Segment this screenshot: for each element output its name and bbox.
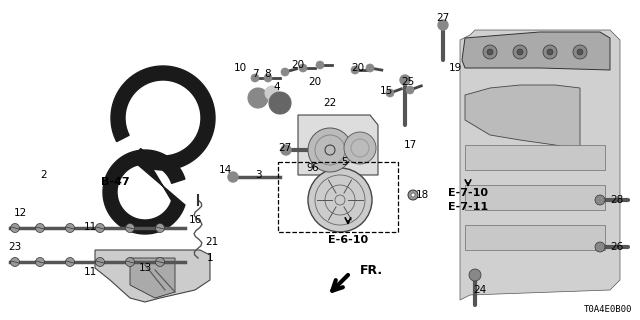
Circle shape [351, 66, 359, 74]
Text: E-6-10: E-6-10 [328, 235, 368, 245]
Circle shape [513, 45, 527, 59]
Text: 9: 9 [307, 163, 314, 173]
Text: 12: 12 [13, 208, 27, 218]
Circle shape [469, 269, 481, 281]
Text: 27: 27 [278, 143, 292, 153]
Circle shape [351, 139, 369, 157]
Text: 21: 21 [205, 237, 219, 247]
Circle shape [408, 190, 418, 200]
Circle shape [487, 49, 493, 55]
Circle shape [547, 49, 553, 55]
Text: 1: 1 [207, 253, 213, 263]
Circle shape [308, 168, 372, 232]
Circle shape [325, 145, 335, 155]
Circle shape [316, 61, 324, 69]
Text: 25: 25 [401, 77, 415, 87]
Circle shape [265, 86, 279, 100]
Polygon shape [465, 85, 580, 150]
Circle shape [573, 45, 587, 59]
Text: 22: 22 [323, 98, 337, 108]
Circle shape [125, 223, 134, 233]
Circle shape [264, 74, 272, 82]
Text: 18: 18 [415, 190, 429, 200]
Circle shape [156, 223, 164, 233]
Circle shape [308, 128, 352, 172]
Circle shape [95, 258, 104, 267]
Circle shape [577, 49, 583, 55]
Text: 16: 16 [188, 215, 202, 225]
Circle shape [344, 132, 376, 164]
Circle shape [251, 74, 259, 82]
Text: 6: 6 [312, 163, 318, 173]
Text: 20: 20 [351, 63, 365, 73]
Text: 24: 24 [474, 285, 486, 295]
Circle shape [269, 92, 291, 114]
Circle shape [299, 64, 307, 72]
Circle shape [228, 172, 238, 182]
Text: 26: 26 [611, 242, 623, 252]
Text: 3: 3 [255, 170, 261, 180]
Circle shape [543, 45, 557, 59]
Bar [465, 145, 605, 170]
Circle shape [10, 223, 19, 233]
Polygon shape [460, 30, 620, 300]
Text: 2: 2 [41, 170, 47, 180]
Circle shape [406, 86, 414, 94]
Polygon shape [298, 115, 378, 175]
Circle shape [315, 135, 345, 165]
Circle shape [595, 242, 605, 252]
Circle shape [156, 258, 164, 267]
Text: FR.: FR. [360, 263, 383, 276]
Circle shape [95, 223, 104, 233]
Circle shape [248, 88, 268, 108]
Polygon shape [130, 258, 175, 298]
Text: 23: 23 [8, 242, 22, 252]
Text: 11: 11 [83, 267, 97, 277]
Bar [278, 162, 398, 232]
Circle shape [483, 45, 497, 59]
Circle shape [65, 223, 74, 233]
Text: 7: 7 [252, 69, 259, 79]
Circle shape [366, 64, 374, 72]
Text: 14: 14 [218, 165, 232, 175]
Text: 15: 15 [380, 86, 392, 96]
Text: E-7-10: E-7-10 [448, 188, 488, 198]
Circle shape [281, 68, 289, 76]
Polygon shape [111, 66, 215, 170]
Circle shape [35, 258, 45, 267]
Circle shape [438, 20, 448, 30]
Text: 20: 20 [308, 77, 321, 87]
Text: 8: 8 [265, 69, 271, 79]
Circle shape [595, 195, 605, 205]
Circle shape [35, 223, 45, 233]
Text: 28: 28 [611, 195, 623, 205]
Text: 10: 10 [234, 63, 246, 73]
Circle shape [281, 145, 291, 155]
Circle shape [400, 75, 410, 85]
Circle shape [517, 49, 523, 55]
Text: B-47: B-47 [100, 177, 129, 187]
Text: 5: 5 [340, 157, 348, 167]
Bar [465, 225, 605, 250]
Polygon shape [132, 149, 185, 205]
Text: 11: 11 [83, 222, 97, 232]
Polygon shape [103, 150, 185, 234]
Text: 19: 19 [449, 63, 461, 73]
Circle shape [65, 258, 74, 267]
Circle shape [125, 258, 134, 267]
Polygon shape [95, 250, 210, 302]
Circle shape [10, 258, 19, 267]
Bar [465, 185, 605, 210]
Text: E-7-11: E-7-11 [448, 202, 488, 212]
Text: 20: 20 [291, 60, 305, 70]
Circle shape [386, 89, 394, 97]
Text: 17: 17 [403, 140, 417, 150]
Text: 13: 13 [138, 263, 152, 273]
Text: T0A4E0B00: T0A4E0B00 [584, 305, 632, 314]
Polygon shape [462, 32, 610, 70]
Text: 27: 27 [436, 13, 450, 23]
Circle shape [411, 193, 415, 197]
Text: 4: 4 [274, 82, 280, 92]
